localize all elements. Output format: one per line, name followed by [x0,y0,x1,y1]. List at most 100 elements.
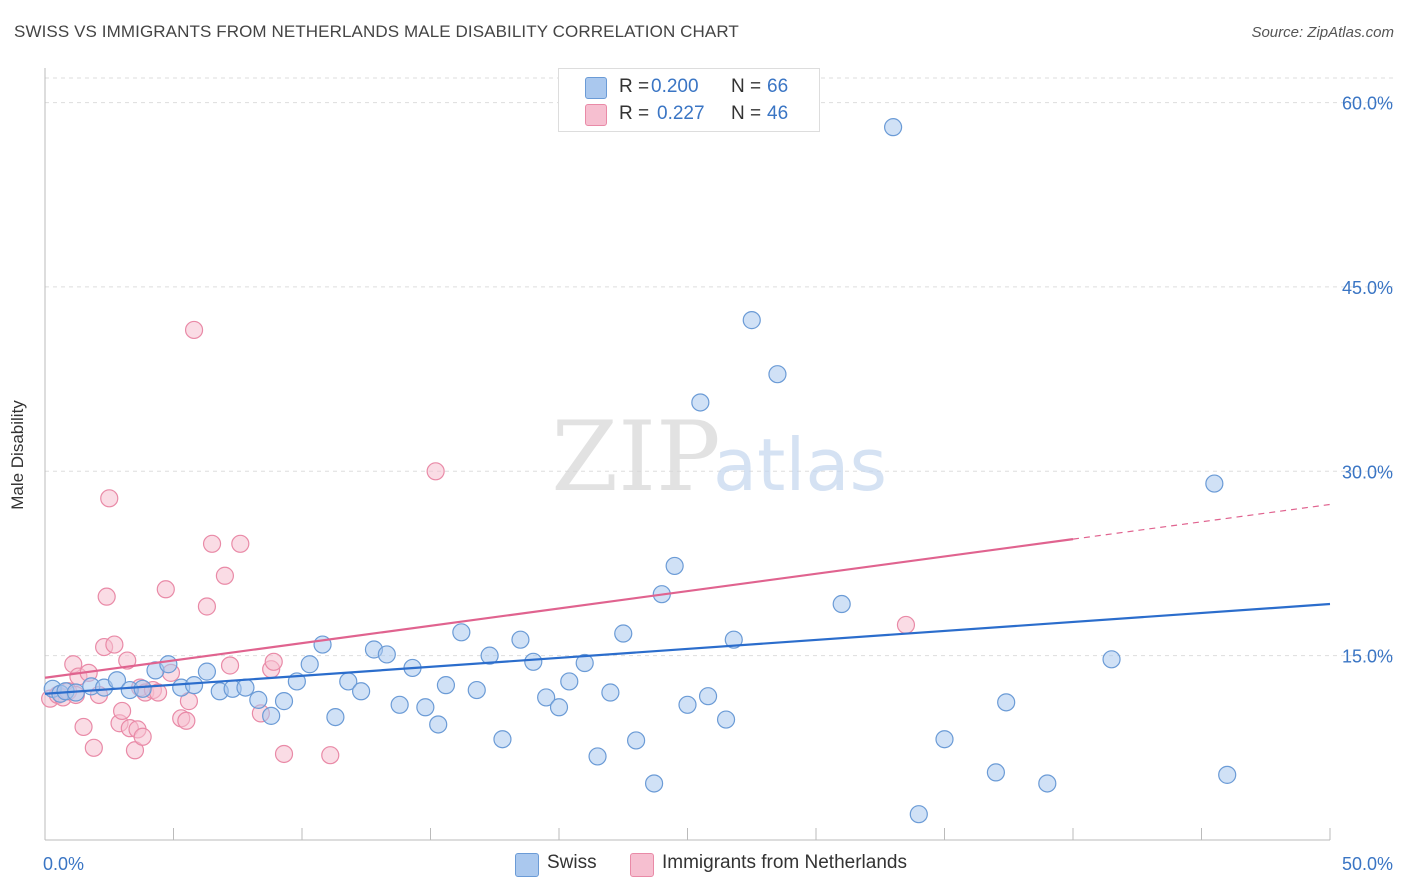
swiss-point [452,623,471,642]
neth-point [896,615,916,635]
neth-point [184,320,204,340]
neth-point [264,652,283,671]
swiss-point [698,687,718,706]
legend: R = 0.200 N = 66 R = 0.227 N = 46 [558,68,820,132]
grid-lines [45,77,1395,657]
swiss-point [184,676,204,695]
axes [44,68,1331,841]
neth-point [215,566,234,585]
swiss-point [480,646,499,665]
neth-swatch [585,104,607,126]
swiss-point [377,645,396,664]
swiss-point [1102,650,1121,669]
neth-point [220,656,240,675]
legend-n-value: 66 [767,76,789,97]
swiss-point [159,655,178,674]
neth-point [118,651,137,670]
swiss-point [1038,774,1057,793]
neth-point [274,744,294,764]
swiss-swatch [515,853,539,877]
swiss-point [467,680,486,700]
neth-point [321,746,340,765]
swiss-point [832,594,851,614]
swiss-point [1218,765,1237,784]
swiss-point [236,678,255,697]
swiss-point [493,730,512,749]
swiss-trend-line [44,602,1331,695]
y-tick-label: 60.0% [1342,94,1393,114]
neth-point [197,597,217,616]
swiss-point [986,763,1006,782]
y-tick-label: 45.0% [1342,278,1393,298]
tick-labels: 15.0% 30.0% 45.0% 60.0% 0.0% 50.0% [43,94,1393,874]
legend-n-label: N = [731,103,762,124]
y-tick-label: 15.0% [1342,647,1393,667]
swiss-point [429,715,448,734]
swiss-point [133,679,152,698]
swiss-point [436,676,456,695]
swiss-point [549,698,569,717]
watermark: ZIP atlas [551,401,887,513]
swiss-point [742,311,761,330]
swiss-point [390,695,409,714]
swiss-point [691,393,710,412]
neth-point [133,727,152,746]
swiss-point [909,805,928,824]
source-credit: Source: ZipAtlas.com [1251,24,1394,41]
swiss-point [601,683,620,702]
legend-row-neth: R = 0.227 N = 46 [559,101,819,127]
swiss-point [1205,474,1224,493]
swiss-point [626,731,646,750]
neth-point [156,580,175,599]
neth-point [231,534,250,553]
legend-r-value: 0.200 [651,76,699,97]
swiss-point [262,706,281,725]
swiss-point [300,655,319,674]
swiss-point [716,710,736,729]
swiss-point [997,693,1016,712]
bottom-legend-label: Swiss [547,852,597,873]
legend-n-value: 46 [767,103,789,124]
swiss-point [644,774,664,793]
neth-point [112,701,132,721]
y-tick-label: 30.0% [1342,462,1393,482]
neth-swatch [630,853,654,877]
watermark-zip: ZIP [551,401,720,513]
trend-lines [44,503,1331,695]
legend-r-value: 0.227 [657,103,705,124]
y-axis-label: Male Disability [8,400,27,510]
neth-point [105,635,124,654]
swiss-point [883,118,903,137]
swiss-point [352,682,371,701]
neth-point [100,489,119,508]
neth-point [84,738,103,757]
swiss-point [678,695,697,714]
bottom-legend-label: Immigrants from Netherlands [662,852,907,873]
swiss-point [511,630,530,649]
swiss-point [274,692,294,711]
x-tick-label: 0.0% [43,854,84,874]
legend-r-label: R = [619,76,650,97]
swiss-point [614,624,633,643]
swiss-point [768,365,787,384]
swiss-point [416,698,435,717]
watermark-atlas: atlas [713,423,887,507]
legend-n-label: N = [731,76,762,97]
neth-point [74,717,93,737]
swiss-point [537,688,556,707]
swiss-point [935,730,954,749]
neth-point [426,462,445,481]
legend-r-label: R = [619,103,650,124]
neth-point [97,587,116,606]
neth-trend-line [44,538,1074,679]
swiss-point [588,747,607,766]
bottom-legend: Swiss Immigrants from Netherlands [0,852,1406,878]
x-tick-label: 50.0% [1342,854,1393,874]
neth-point [125,741,145,760]
swiss-point [575,653,594,673]
swiss-point [326,707,345,727]
swiss-swatch [585,77,607,99]
swiss-point [524,652,543,671]
swiss-point [197,662,217,681]
